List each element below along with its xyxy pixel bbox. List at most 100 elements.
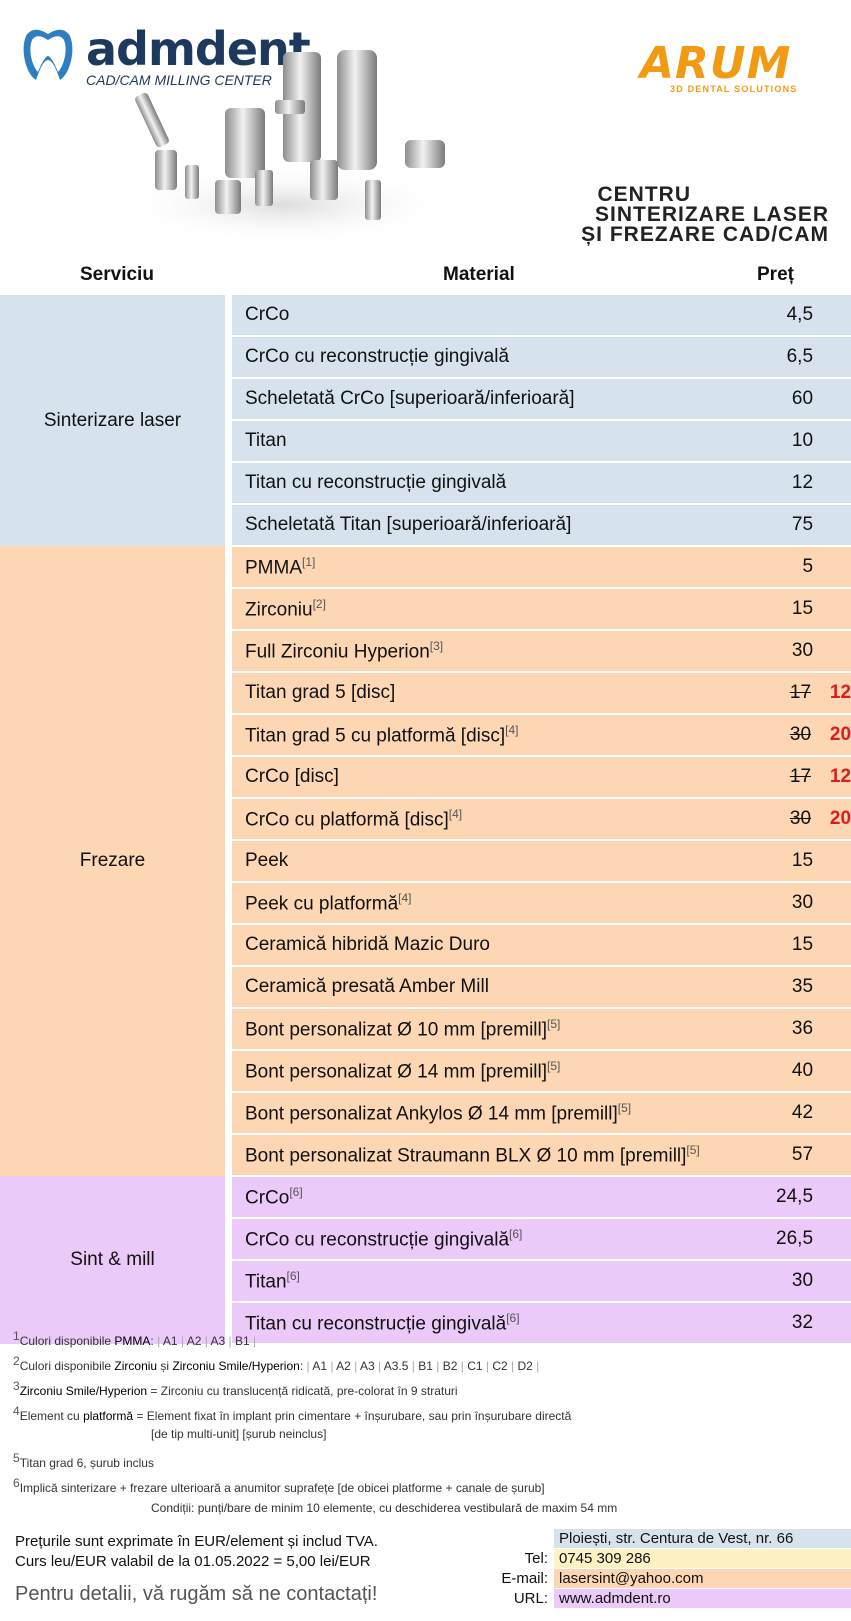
contact-email-row: E-mail: lasersint@yahoo.com — [460, 1569, 851, 1588]
material-cell: Bont personalizat Ankylos Ø 14 mm [premi… — [232, 1092, 722, 1135]
price-value: 15 — [791, 934, 814, 955]
price-value: 24,5 — [776, 1186, 814, 1207]
contact-url-row: URL: www.admdent.ro — [460, 1589, 851, 1608]
table-row: Zirconiu[2] 15 — [0, 588, 851, 631]
material-name: Titan — [245, 1271, 287, 1293]
material-name: Titan — [245, 430, 287, 451]
price-table: Sinterizare laser CrCo 4,5 CrCo cu reconstr… — [0, 295, 851, 1345]
old-price: 30 — [789, 724, 812, 745]
footnote-ref: [6] — [509, 1226, 523, 1241]
footnote-1: 1Culori disponibile PMMA: | A1 | A2 | A3… — [13, 1329, 257, 1348]
price-cell: 10 — [722, 420, 851, 463]
material-name: PMMA — [245, 557, 302, 579]
tel-link[interactable]: 0745 309 286 — [554, 1549, 851, 1568]
table-row: Sint & mill CrCo [6] 24,5 — [0, 1176, 851, 1344]
service-cell: Sinterizare laser — [0, 295, 225, 546]
price-cell: 30 — [722, 1260, 851, 1303]
material-name: Peek — [245, 850, 289, 871]
material-name: CrCo — [245, 1187, 290, 1209]
table-row: Titan cu reconstrucție gingivală[6] 32 — [0, 1302, 851, 1345]
material-name: CrCo cu reconstrucție gingivală — [245, 346, 510, 367]
table-row: Ceramică hibridă Mazic Duro 15 — [0, 924, 851, 967]
exchange-rate-note: Curs leu/EUR valabil de la 01.05.2022 = … — [15, 1553, 371, 1570]
shade-separator: | — [306, 1359, 313, 1373]
price-value: 32 — [791, 1312, 814, 1333]
shade-separator: | — [327, 1359, 337, 1373]
price-cell: 30 — [722, 630, 851, 673]
shade-code: D2 — [517, 1359, 533, 1373]
price-cell: 6,5 — [722, 336, 851, 379]
material-cell: CrCo cu reconstrucție gingivală[6] — [232, 1218, 722, 1261]
table-row: CrCo cu reconstrucție gingivală[6] 26,5 — [0, 1218, 851, 1261]
material-cell: Zirconiu[2] — [232, 588, 722, 631]
price-cell: 4,5 — [722, 295, 851, 337]
column-gap — [225, 1176, 232, 1344]
column-header-material: Material — [443, 264, 515, 285]
center-title: CENTRU SINTERIZARE LASER ȘI FREZARE CAD/… — [581, 184, 829, 246]
brand-subtitle: CAD/CAM MILLING CENTER — [86, 72, 272, 88]
old-price: 30 — [789, 808, 812, 829]
price-value: 15 — [791, 850, 814, 871]
arum-logo: ARUM 3D DENTAL SOLUTIONS — [640, 42, 830, 95]
url-link[interactable]: www.admdent.ro — [554, 1589, 851, 1608]
material-name: Full Zirconiu Hyperion — [245, 641, 430, 663]
pricing-note: Prețurile sunt exprimate în EUR/element … — [15, 1533, 378, 1550]
price-value: 15 — [791, 598, 814, 619]
material-cell: Titan grad 5 cu platformă [disc][4] — [232, 714, 722, 757]
material-cell: Bont personalizat Straumann BLX Ø 10 mm … — [232, 1134, 722, 1177]
footnote-ref: [5] — [686, 1142, 700, 1157]
price-cell: 12 — [722, 462, 851, 505]
material-name: Ceramică presată Amber Mill — [245, 976, 489, 997]
material-name: Zirconiu — [245, 599, 313, 621]
material-cell: Ceramică hibridă Mazic Duro — [232, 924, 722, 967]
shade-code: A1 — [312, 1359, 327, 1373]
shade-list: | A1 | A2 | A3 | A3.5 | B1 | B2 | C1 | C… — [307, 1359, 540, 1373]
price-cell: 30 — [722, 882, 851, 925]
discounted-price: 12 — [829, 682, 851, 703]
material-cell: Titan[6] — [232, 1260, 722, 1303]
email-link[interactable]: lasersint@yahoo.com — [554, 1569, 851, 1588]
header: admdent CAD/CAM MILLING CENTER ARUM 3D D… — [0, 0, 851, 255]
material-name: Bont personalizat Ankylos Ø 14 mm [premi… — [245, 1103, 618, 1125]
price-value: 6,5 — [786, 346, 814, 367]
shade-code: A3 — [359, 1359, 375, 1373]
service-cell: Sint & mill — [0, 1176, 225, 1344]
price-cell: 15 — [722, 588, 851, 631]
footnote-ref: [4] — [448, 806, 463, 821]
shade-code: A3.5 — [383, 1359, 409, 1373]
price-value: 35 — [791, 976, 814, 997]
center-title-line: ȘI FREZARE CAD/CAM — [581, 223, 829, 246]
shade-separator: | — [457, 1359, 468, 1373]
partner-subtitle: 3D DENTAL SOLUTIONS — [670, 84, 798, 94]
table-row: CrCo cu platformă [disc][4] 30 20 — [0, 798, 851, 841]
shade-separator: | — [408, 1359, 419, 1373]
material-name: CrCo cu reconstrucție gingivală — [245, 1229, 510, 1251]
price-cell: 17 12 — [722, 672, 851, 715]
table-row: Titan grad 5 cu platformă [disc][4] 30 20 — [0, 714, 851, 757]
discounted-price: 20 — [829, 808, 851, 829]
footnote-ref: [4] — [505, 722, 519, 737]
center-title-line: SINTERIZARE LASER — [594, 203, 829, 226]
contact-address-row: Ploiești, str. Centura de Vest, nr. 66 — [460, 1529, 851, 1548]
price-cell: 26,5 — [722, 1218, 851, 1261]
service-cell: Frezare — [0, 546, 225, 1176]
material-name: Titan cu reconstrucție gingivală — [245, 1313, 507, 1335]
footnote-4: 4Element cu platformă = Element fixat în… — [13, 1404, 572, 1423]
shade-code: A3 — [210, 1334, 226, 1348]
material-cell: Titan cu reconstrucție gingivală[6] — [232, 1302, 722, 1345]
footnote-4-line2: [de tip multi-unit] [șurub neinclus] — [151, 1427, 327, 1441]
material-name: Titan grad 5 cu platformă [disc] — [245, 725, 506, 747]
footnote-6: 6Implică sinterizare + frezare ulterioar… — [13, 1476, 545, 1495]
material-cell: Bont personalizat Ø 14 mm [premill][5] — [232, 1050, 722, 1093]
material-cell: Peek — [232, 840, 722, 883]
material-cell: Scheletată Titan [superioară/inferioară] — [232, 504, 722, 547]
price-cell: 15 — [722, 924, 851, 967]
material-cell: CrCo — [232, 295, 722, 337]
table-row: Bont personalizat Straumann BLX Ø 10 mm … — [0, 1134, 851, 1177]
shade-code: C2 — [492, 1359, 508, 1373]
tooth-icon — [23, 29, 73, 80]
material-cell: Scheletată CrCo [superioară/inferioară] — [232, 378, 722, 421]
old-price: 17 — [789, 682, 812, 703]
footnote-ref: [5] — [547, 1016, 561, 1031]
table-row: Peek cu platformă[4] 30 — [0, 882, 851, 925]
